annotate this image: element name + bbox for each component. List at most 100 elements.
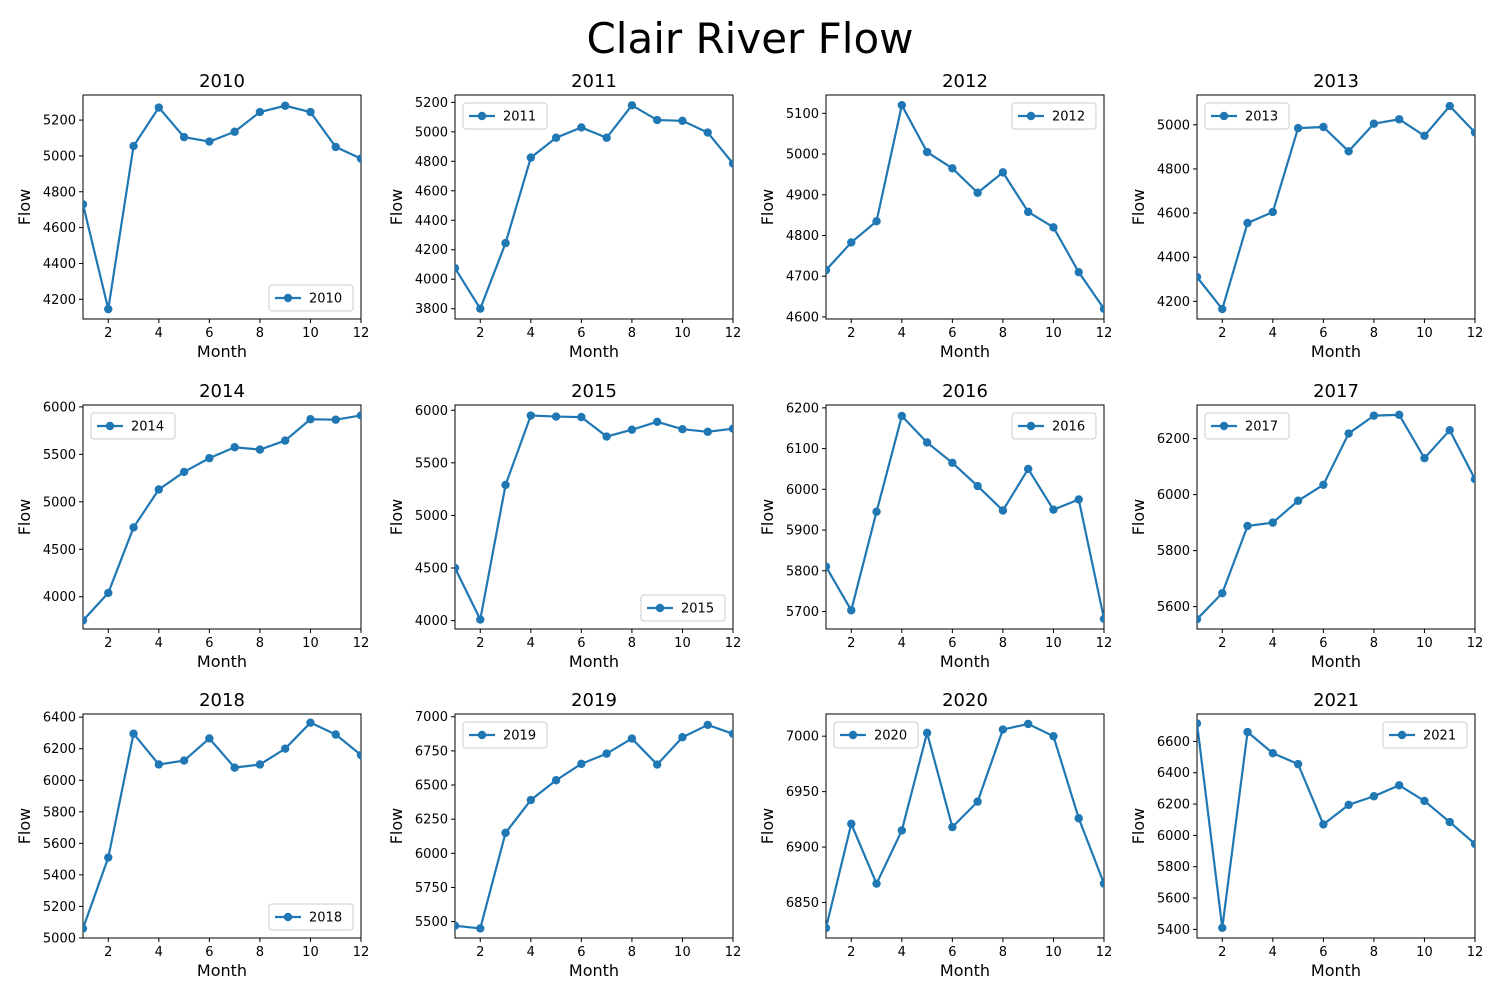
series-line-2013 [1197,104,1475,311]
x-tick-label: 4 [155,636,163,651]
data-point [526,411,536,420]
x-tick-label: 2 [847,326,855,341]
legend: 2018 [268,903,354,931]
data-point [973,188,982,197]
data-point [678,733,687,742]
data-point [577,412,586,422]
y-tick-label: 4400 [415,214,448,229]
x-tick-label: 2 [104,945,112,960]
y-tick-label: 5800 [786,564,819,579]
data-point [1445,817,1454,827]
y-tick-label: 5200 [43,900,76,915]
legend-box [1011,102,1097,130]
x-tick-label: 2 [1218,945,1226,960]
data-point [104,853,113,862]
data-point [826,923,831,933]
x-tick-label: 4 [1269,326,1277,341]
y-tick-label: 4800 [43,185,76,200]
legend-marker [105,421,115,431]
y-tick-label: 5500 [415,915,448,930]
y-tick-label: 6500 [415,779,448,794]
x-tick-label: 8 [1370,636,1378,651]
x-axis-label: Month [197,652,247,671]
data-point [476,924,485,933]
data-point [1445,101,1454,111]
data-point [922,438,932,447]
x-axis-label: Month [940,652,990,671]
data-point [129,141,138,151]
data-point [1099,304,1104,314]
y-tick-label: 6000 [1157,829,1190,844]
data-point [1023,464,1033,474]
subplot-2013: 2013 2 4 6 8 10 12 4200 4400 4600 4800 5000 Month Flo… [1129,71,1483,361]
y-tick-label: 6600 [1157,735,1190,750]
data-point [678,116,687,125]
x-tick-label: 2 [476,945,484,960]
legend-label: 2012 [1052,110,1085,125]
y-tick-label: 5800 [1157,544,1190,559]
x-tick-label: 10 [674,326,691,341]
x-tick-label: 2 [104,636,112,651]
subplot-title: 2021 [1313,690,1359,711]
subplot-title: 2010 [199,71,245,92]
y-tick-label: 6200 [1157,432,1190,447]
data-point [728,729,733,739]
subplot-2017: 2017 2 4 6 8 10 12 5600 5800 6000 6200 Month Flow 201… [1129,381,1483,671]
y-tick-label: 3800 [415,302,448,317]
x-tick-label: 8 [628,945,636,960]
data-point [627,101,637,110]
data-point [1420,454,1429,463]
plot-area [83,718,361,933]
legend: 2014 [90,412,176,440]
axes-frame [82,713,362,939]
x-tick-label: 10 [1045,945,1062,960]
y-axis-label: Flow [1129,808,1148,845]
data-point [1369,792,1379,801]
y-tick-label: 5800 [1157,860,1190,875]
x-tick-label: 2 [1218,326,1226,341]
y-tick-label: 5000 [43,495,76,510]
legend: 2019 [462,721,548,749]
y-tick-label: 6850 [786,896,819,911]
data-point [551,412,561,421]
y-tick-label: 5600 [1157,892,1190,907]
data-point [1293,759,1303,769]
x-tick-label: 8 [628,326,636,341]
plot-area [826,100,1104,314]
data-point [897,100,907,110]
data-point [602,133,611,142]
data-point [280,744,290,753]
data-point [129,523,138,532]
y-tick-label: 6000 [415,404,448,419]
data-point [872,879,881,888]
data-point [1344,429,1353,438]
axes-frame [1196,404,1476,630]
subplot-2015: 2015 2 4 6 8 10 12 4000 4500 5000 5500 6000 Month Flo… [387,381,741,671]
legend: 2010 [268,284,354,312]
data-point [551,133,561,142]
data-point [476,304,485,313]
data-point [948,458,957,468]
x-tick-label: 8 [256,326,264,341]
x-tick-label: 8 [256,945,264,960]
x-tick-label: 12 [1467,636,1484,651]
data-point [1074,495,1083,504]
subplot-2012: 2012 2 4 6 8 10 12 4600 4700 4800 4900 5000 5100 Mont… [758,71,1112,361]
legend-label: 2011 [503,110,536,125]
data-point [1319,122,1328,132]
x-tick-label: 4 [898,945,906,960]
axes-frame [454,404,734,630]
legend-marker [477,730,487,740]
y-tick-label: 5200 [43,114,76,129]
data-point [230,763,239,772]
data-point [1293,496,1303,505]
legend-box [268,903,354,931]
data-point [728,159,733,168]
y-tick-label: 5600 [43,837,76,852]
legend-box [462,102,548,130]
y-tick-label: 5800 [43,805,76,820]
data-point [897,826,907,835]
x-tick-label: 4 [155,945,163,960]
data-point [703,720,712,730]
y-tick-label: 5200 [415,96,448,111]
